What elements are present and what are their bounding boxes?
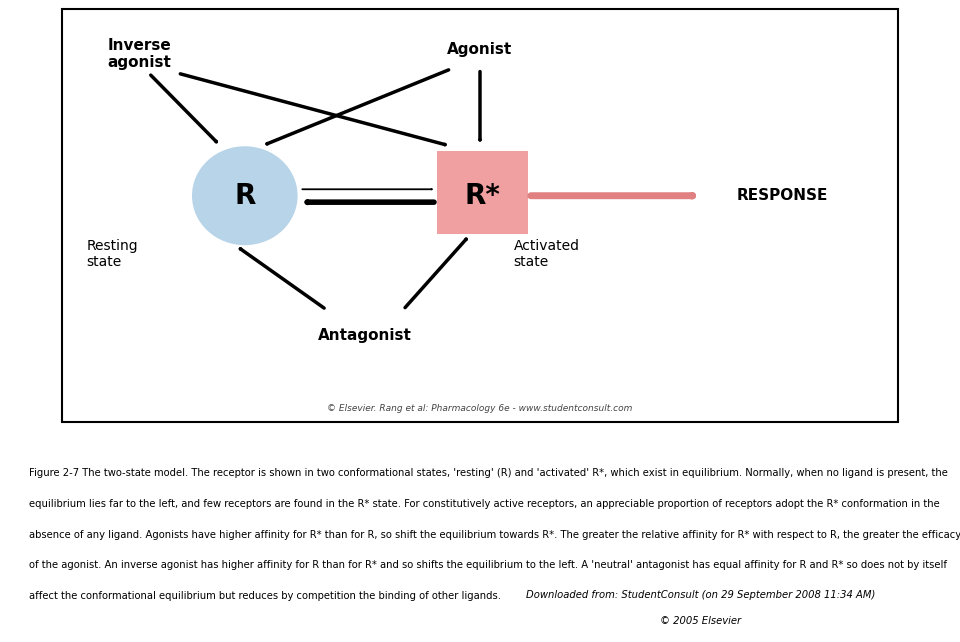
Text: Agonist: Agonist	[447, 42, 513, 57]
Text: RESPONSE: RESPONSE	[736, 188, 828, 204]
Text: Resting
state: Resting state	[86, 239, 138, 269]
Text: Figure 2-7 The two-state model. The receptor is shown in two conformational stat: Figure 2-7 The two-state model. The rece…	[29, 468, 948, 478]
Text: affect the conformational equilibrium but reduces by competition the binding of : affect the conformational equilibrium bu…	[29, 591, 501, 601]
Text: equilibrium lies far to the left, and few receptors are found in the R* state. F: equilibrium lies far to the left, and fe…	[29, 499, 940, 509]
Text: absence of any ligand. Agonists have higher affinity for R* than for R, so shift: absence of any ligand. Agonists have hig…	[29, 530, 960, 540]
Ellipse shape	[192, 146, 298, 245]
Text: Inverse
agonist: Inverse agonist	[108, 38, 171, 70]
FancyBboxPatch shape	[437, 151, 528, 234]
Text: Downloaded from: StudentConsult (on 29 September 2008 11:34 AM): Downloaded from: StudentConsult (on 29 S…	[526, 591, 876, 600]
Text: © 2005 Elsevier: © 2005 Elsevier	[660, 616, 741, 626]
Bar	[62, 8, 898, 422]
Text: Antagonist: Antagonist	[318, 328, 412, 343]
Text: of the agonist. An inverse agonist has higher affinity for R than for R* and so : of the agonist. An inverse agonist has h…	[29, 560, 947, 571]
Text: © Elsevier. Rang et al: Pharmacology 6e - www.studentconsult.com: © Elsevier. Rang et al: Pharmacology 6e …	[327, 404, 633, 413]
Text: Activated
state: Activated state	[514, 239, 580, 269]
Text: R: R	[234, 182, 255, 210]
Text: R*: R*	[465, 182, 501, 210]
